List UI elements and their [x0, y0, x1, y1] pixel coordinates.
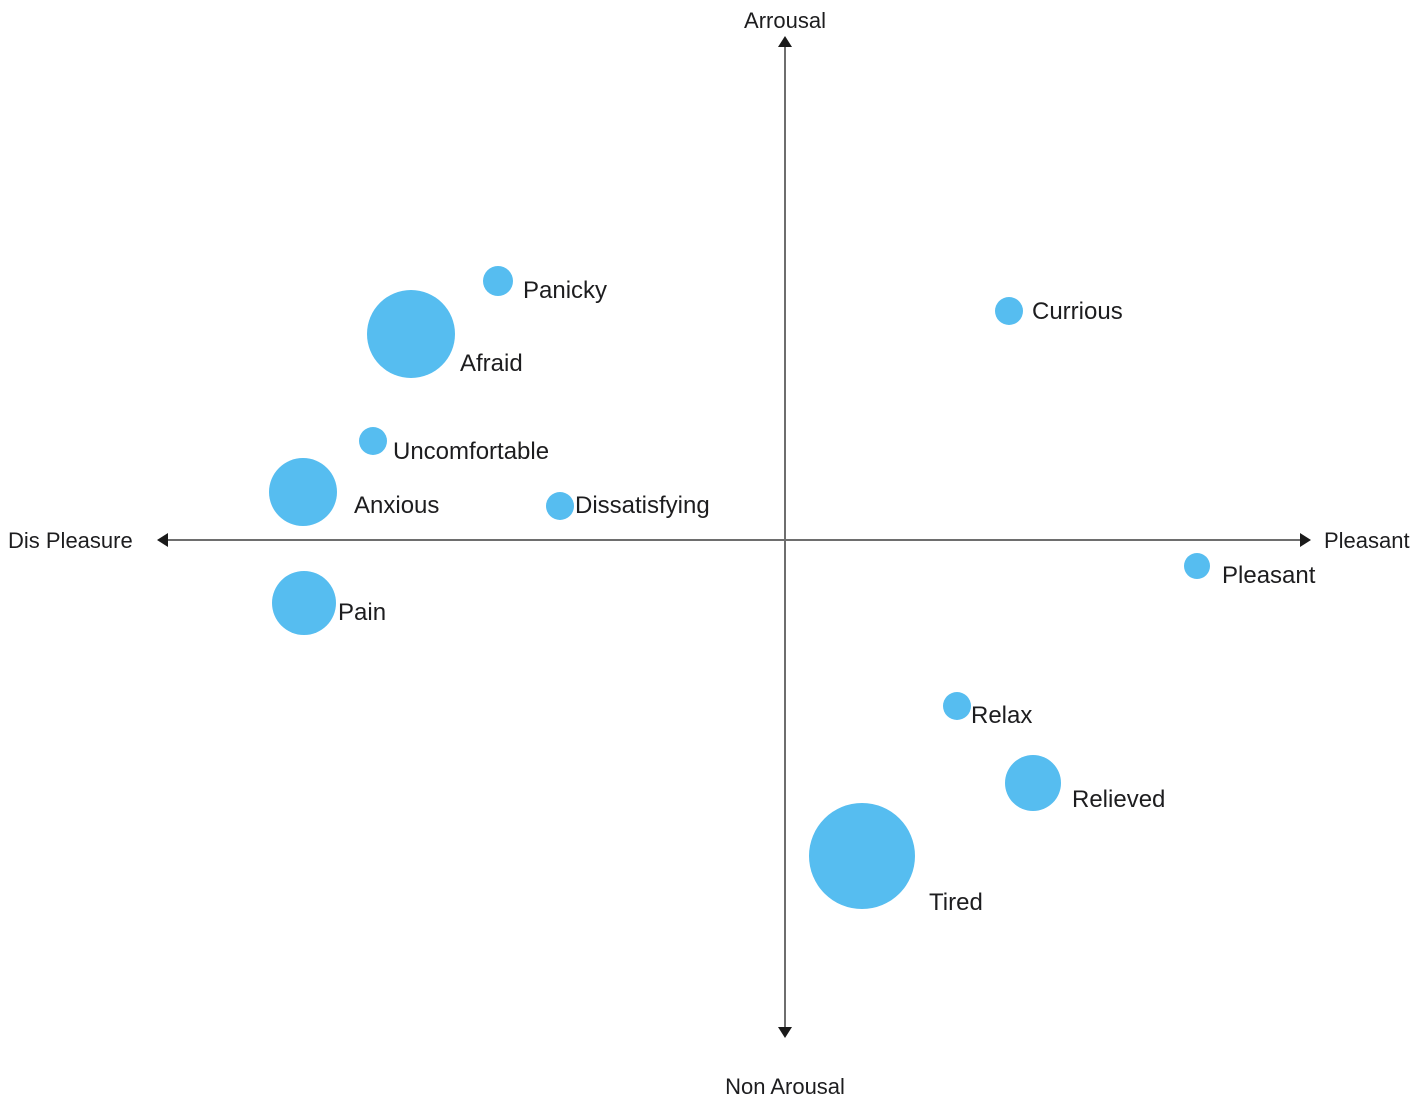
bubble-relieved: [1005, 755, 1061, 811]
bubble-tired: [809, 803, 915, 909]
bubble-afraid: [367, 290, 455, 378]
y-axis-top-arrow-icon: [778, 36, 792, 47]
x-axis-right-arrow-icon: [1300, 533, 1311, 547]
bubble-label-panicky: Panicky: [523, 277, 608, 304]
axis-label-displeasure: Dis Pleasure: [8, 528, 133, 553]
bubble-relax: [943, 692, 971, 720]
axis-label-pleasant: Pleasant: [1324, 528, 1410, 553]
bubble-label-afraid: Afraid: [460, 350, 523, 377]
bubble-label-tired: Tired: [929, 889, 983, 916]
axis-label-non-arousal: Non Arousal: [725, 1074, 845, 1099]
x-axis-line: [164, 539, 1306, 541]
bubble-dissatisfying: [546, 492, 574, 520]
bubble-pain: [272, 571, 336, 635]
bubble-panicky: [483, 266, 513, 296]
y-axis-bottom-arrow-icon: [778, 1027, 792, 1038]
bubble-label-currious: Currious: [1032, 298, 1123, 325]
bubble-currious: [995, 297, 1023, 325]
bubble-label-pain: Pain: [338, 599, 387, 626]
bubble-label-dissatisfying: Dissatisfying: [575, 492, 710, 519]
x-axis-left-arrow-icon: [157, 533, 168, 547]
bubble-label-pleasant: Pleasant: [1222, 562, 1316, 589]
bubble-label-relieved: Relieved: [1072, 786, 1166, 813]
bubble-label-anxious: Anxious: [354, 492, 440, 519]
bubble-pleasant: [1184, 553, 1210, 579]
bubble-label-uncomfortable: Uncomfortable: [393, 438, 550, 465]
bubble-anxious: [269, 458, 337, 526]
bubble-uncomfortable: [359, 427, 387, 455]
bubble-label-relax: Relax: [971, 702, 1033, 729]
axis-label-arousal: Arrousal: [744, 8, 826, 33]
